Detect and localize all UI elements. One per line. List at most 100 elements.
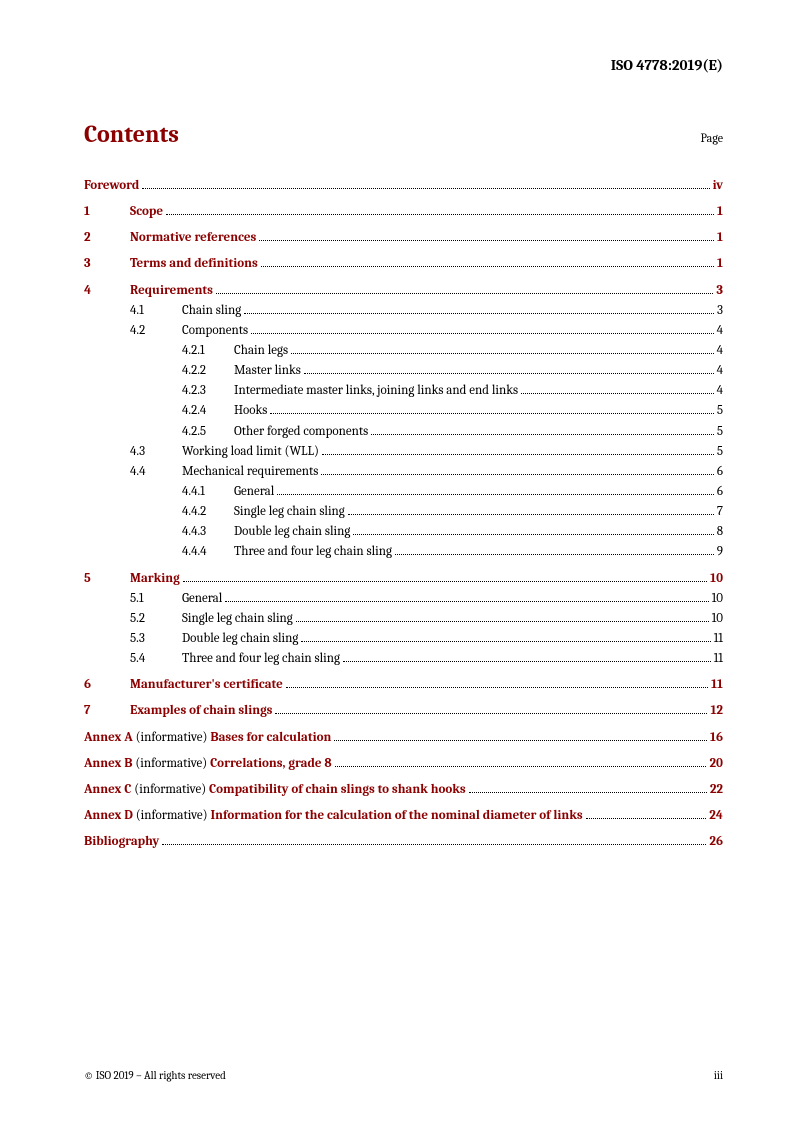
leader-dots bbox=[291, 353, 714, 354]
toc-row: 4.1 Chain sling 3 bbox=[84, 301, 723, 321]
leader-dots bbox=[586, 818, 707, 819]
leader-dots bbox=[251, 333, 713, 334]
toc-page: 1 bbox=[717, 228, 723, 248]
leader-dots bbox=[166, 214, 714, 215]
toc-row-annex-b: Annex B (informative) Correlations, grad… bbox=[84, 754, 723, 774]
toc-number: 4.2.4 bbox=[182, 401, 234, 421]
toc-page: 6 bbox=[717, 482, 723, 502]
leader-dots bbox=[321, 474, 714, 475]
toc-number: 5.2 bbox=[130, 609, 182, 629]
toc-row-foreword: Foreword iv bbox=[84, 176, 723, 196]
toc-row: 5.2 Single leg chain sling 10 bbox=[84, 609, 723, 629]
contents-title: Contents bbox=[84, 120, 179, 148]
annex-qualifier: (informative) bbox=[132, 756, 210, 771]
toc-title: Terms and definitions bbox=[130, 254, 258, 274]
leader-dots bbox=[286, 687, 708, 688]
annex-qualifier: (informative) bbox=[133, 730, 211, 745]
toc-title: Three and four leg chain sling bbox=[234, 542, 392, 562]
toc-row-terms: 3 Terms and definitions 1 bbox=[84, 254, 723, 274]
leader-dots bbox=[275, 713, 707, 714]
toc-number: 2 bbox=[84, 228, 130, 248]
toc-number: 5.3 bbox=[130, 629, 182, 649]
toc-title: Annex A (informative) Bases for calculat… bbox=[84, 728, 331, 748]
toc-page: 6 bbox=[717, 462, 723, 482]
toc-row-annex-c: Annex C (informative) Compatibility of c… bbox=[84, 780, 723, 800]
toc-page: 4 bbox=[717, 361, 723, 381]
toc-row: 4.4.2 Single leg chain sling 7 bbox=[84, 502, 723, 522]
toc-page: 10 bbox=[710, 569, 723, 589]
leader-dots bbox=[296, 621, 709, 622]
toc-page: 5 bbox=[717, 442, 723, 462]
toc-page: 12 bbox=[710, 701, 723, 721]
toc-page: 3 bbox=[716, 281, 723, 301]
annex-title: Information for the calculation of the n… bbox=[211, 808, 583, 823]
toc-number: 4 bbox=[84, 281, 130, 301]
leader-dots bbox=[225, 601, 708, 602]
toc-row: 5.3 Double leg chain sling 11 bbox=[84, 629, 723, 649]
toc-page: 4 bbox=[717, 321, 723, 341]
toc-row-examples: 7 Examples of chain slings 12 bbox=[84, 701, 723, 721]
toc-page: 4 bbox=[717, 341, 723, 361]
toc-title: Annex D (informative) Information for th… bbox=[84, 806, 583, 826]
leader-dots bbox=[183, 581, 707, 582]
toc-row: 4.2.2 Master links 4 bbox=[84, 361, 723, 381]
toc-number: 5.1 bbox=[130, 589, 182, 609]
toc-row-normative: 2 Normative references 1 bbox=[84, 228, 723, 248]
toc-number: 1 bbox=[84, 202, 130, 222]
toc-row: 4.2 Components 4 bbox=[84, 321, 723, 341]
toc-page: 10 bbox=[712, 589, 723, 609]
annex-prefix: Annex B bbox=[84, 756, 132, 771]
annex-title: Compatibility of chain slings to shank h… bbox=[209, 782, 466, 797]
annex-title: Correlations, grade 8 bbox=[210, 756, 332, 771]
toc-page: 1 bbox=[717, 202, 723, 222]
toc-title: Scope bbox=[130, 202, 163, 222]
toc-page: iv bbox=[713, 176, 723, 196]
toc-number: 4.4.2 bbox=[182, 502, 234, 522]
toc-row-annex-d: Annex D (informative) Information for th… bbox=[84, 806, 723, 826]
page-footer: © ISO 2019 – All rights reserved iii bbox=[84, 1069, 723, 1082]
toc-row: 4.2.4 Hooks 5 bbox=[84, 401, 723, 421]
toc-page: 11 bbox=[711, 675, 723, 695]
toc-number: 5.4 bbox=[130, 649, 182, 669]
toc-number: 4.1 bbox=[130, 301, 182, 321]
toc-title: Mechanical requirements bbox=[182, 462, 318, 482]
toc-row: 4.2.1 Chain legs 4 bbox=[84, 341, 723, 361]
toc-title: General bbox=[234, 482, 274, 502]
leader-dots bbox=[395, 554, 714, 555]
toc-row-annex-a: Annex A (informative) Bases for calculat… bbox=[84, 728, 723, 748]
toc-row: 4.2.5 Other forged components 5 bbox=[84, 422, 723, 442]
annex-qualifier: (informative) bbox=[131, 782, 209, 797]
toc-page: 11 bbox=[714, 649, 723, 669]
toc-number: 4.2.1 bbox=[182, 341, 234, 361]
toc-page: 5 bbox=[717, 422, 723, 442]
leader-dots bbox=[348, 514, 714, 515]
toc-title: Double leg chain sling bbox=[234, 522, 350, 542]
toc-title: Chain sling bbox=[182, 301, 241, 321]
leader-dots bbox=[343, 661, 711, 662]
toc-page: 22 bbox=[710, 780, 723, 800]
page-column-label: Page bbox=[701, 131, 723, 145]
toc-row: 4.2.3 Intermediate master links, joining… bbox=[84, 381, 723, 401]
toc-number: 3 bbox=[84, 254, 130, 274]
toc-number: 4.2.5 bbox=[182, 422, 234, 442]
toc-title: General bbox=[182, 589, 222, 609]
toc-title: Hooks bbox=[234, 401, 267, 421]
annex-qualifier: (informative) bbox=[133, 808, 211, 823]
toc-page: 10 bbox=[712, 609, 723, 629]
toc-title: Working load limit (WLL) bbox=[182, 442, 319, 462]
toc-title: Annex B (informative) Correlations, grad… bbox=[84, 754, 332, 774]
leader-dots bbox=[353, 534, 713, 535]
toc-page: 7 bbox=[717, 502, 723, 522]
leader-dots bbox=[216, 293, 713, 294]
toc-page: 20 bbox=[709, 754, 723, 774]
toc-page: 3 bbox=[717, 301, 723, 321]
toc-number: 4.2.3 bbox=[182, 381, 234, 401]
toc-title: Annex C (informative) Compatibility of c… bbox=[84, 780, 466, 800]
toc-title: Foreword bbox=[84, 176, 139, 196]
toc-page: 26 bbox=[709, 832, 723, 852]
toc-number: 4.4.1 bbox=[182, 482, 234, 502]
toc-row-scope: 1 Scope 1 bbox=[84, 202, 723, 222]
leader-dots bbox=[142, 188, 709, 189]
document-code: ISO 4778:2019(E) bbox=[611, 56, 723, 74]
leader-dots bbox=[244, 313, 714, 314]
